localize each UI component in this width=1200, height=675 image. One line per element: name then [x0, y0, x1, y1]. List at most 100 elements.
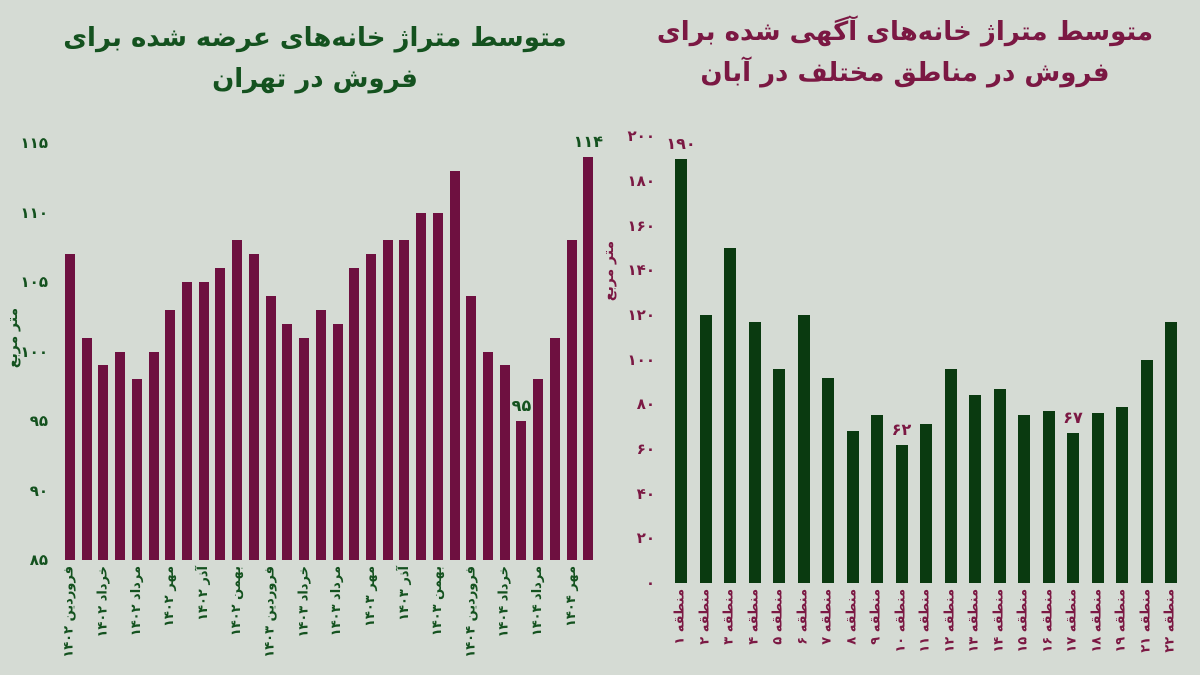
y-axis-tick-label: ۱۶۰ [627, 216, 655, 235]
x-axis-tick-text: منطقه ۱۳ [967, 589, 982, 653]
bar [920, 424, 932, 583]
bar [198, 282, 209, 560]
x-axis-tick-text: منطقه ۱۱ [918, 589, 933, 653]
x-axis-tick-text: منطقه ۵ [771, 589, 786, 645]
x-axis-tick-text: منطقه ۷ [820, 589, 835, 645]
bar [232, 240, 243, 560]
bar [533, 379, 544, 560]
bar [748, 321, 761, 583]
y-axis-tick-label: ۶۰ [636, 439, 655, 458]
bar-value-label: ۹۵ [511, 396, 532, 415]
bar [1116, 406, 1128, 583]
bar [1042, 411, 1055, 583]
bar [432, 212, 443, 560]
bar [944, 368, 957, 583]
y-axis-tick-label: ۸۰ [636, 395, 655, 414]
y-axis-tick-label: ۱۸۰ [627, 171, 655, 190]
bar [499, 365, 510, 560]
bar [416, 212, 427, 560]
bar [822, 377, 834, 583]
bar [466, 295, 477, 560]
bar [483, 351, 493, 560]
y-axis-tick-label: ۱۱۵ [20, 134, 48, 152]
bar [131, 379, 142, 560]
x-axis-tick-text: منطقه ۳ [722, 589, 737, 645]
bar [773, 368, 785, 583]
y-axis-tick-label: ۲۰۰ [627, 127, 655, 146]
bar [1018, 415, 1030, 583]
bar [98, 365, 109, 560]
x-axis-tick-text: منطقه ۶ [795, 589, 811, 645]
bar [1067, 433, 1079, 583]
bar-value-label: ۶۷ [1063, 408, 1083, 428]
bar [797, 314, 810, 583]
bar-value-label: ۶۲ [891, 419, 912, 439]
bar [81, 337, 92, 560]
y-axis-tick-label: ۱۴۰ [627, 261, 655, 280]
bar [566, 240, 577, 560]
y-axis-tick-label: ۱۲۰ [627, 305, 655, 324]
chart-title-left-line2: فروش در تهران [212, 64, 418, 94]
bar [1140, 359, 1153, 583]
x-axis-tick-text: منطقه ۱۶ [1040, 589, 1056, 653]
bar [871, 415, 883, 583]
bar-value-label: ۱۱۴ [573, 131, 603, 151]
bar [583, 156, 594, 560]
bar [248, 254, 259, 560]
x-axis-tick-text: منطقه ۲۱ [1138, 589, 1154, 653]
chart-title-right-line1: متوسط متراژ خانه‌های آگهی شده برای [656, 17, 1154, 47]
bar [1165, 321, 1177, 583]
bar [265, 295, 276, 560]
chart-title-right: متوسط متراژ خانه‌های آگهی شده برای فروش … [645, 12, 1165, 94]
bar [675, 158, 687, 583]
x-axis-tick-text: منطقه ۹ [869, 589, 884, 645]
y-axis-tick-label: ۴۰ [636, 484, 655, 503]
x-axis-tick-text: منطقه ۱۲ [942, 589, 958, 653]
bar [65, 254, 75, 560]
chart-title-left: متوسط متراژ خانه‌های عرضه شده برای فروش … [45, 18, 585, 100]
bar [365, 254, 376, 560]
y-axis-tick-label: ۱۰۰ [20, 342, 48, 361]
y-axis-tick-label: ۱۱۰ [20, 203, 48, 222]
bar [315, 309, 326, 560]
bar [332, 323, 343, 560]
y-axis-tick-label: ۹۵ [29, 412, 48, 430]
x-axis-tick-text: منطقه ۲۲ [1163, 589, 1178, 653]
x-axis-tick-text: منطقه ۱۸ [1089, 589, 1105, 653]
x-axis-tick-text: منطقه ۱۴ [991, 589, 1007, 653]
bar [349, 268, 360, 560]
chart-title-left-line1: متوسط متراژ خانه‌های عرضه شده برای [63, 23, 567, 53]
x-axis-tick-text: منطقه ۲ [697, 589, 713, 645]
y-axis-tick-label: ۰ [645, 574, 655, 592]
chart-title-right-line2: فروش در مناطق مختلف در آبان [700, 58, 1110, 88]
bar [1091, 413, 1104, 583]
bar [549, 337, 560, 560]
y-axis-tick-label: ۱۰۵ [20, 273, 48, 291]
bar [846, 431, 859, 583]
bar [969, 395, 981, 583]
y-axis-tick-label: ۲۰ [636, 529, 655, 548]
bar [182, 282, 193, 560]
x-axis-tick-text: منطقه ۱۹ [1114, 589, 1129, 653]
bar [516, 421, 527, 560]
bar [449, 170, 460, 560]
bar [282, 323, 293, 560]
bar-value-label: ۱۹۰ [666, 133, 696, 153]
x-axis-tick-text: منطقه ۸ [844, 589, 860, 645]
x-axis-tick-text: منطقه ۱ [673, 589, 688, 645]
y-axis-tick-label: ۸۵ [29, 551, 48, 569]
x-axis-tick-text: منطقه ۱۵ [1016, 589, 1031, 653]
bar [215, 268, 226, 560]
y-axis-tick-label: ۹۰ [29, 481, 48, 500]
bar [115, 351, 126, 560]
bar [724, 247, 736, 583]
bar [165, 309, 176, 560]
bar [699, 314, 712, 583]
y-axis-tick-label: ۱۰۰ [627, 350, 655, 369]
bar [148, 351, 159, 560]
bar [382, 240, 393, 560]
x-axis-tick-text: منطقه ۱۷ [1065, 589, 1080, 653]
